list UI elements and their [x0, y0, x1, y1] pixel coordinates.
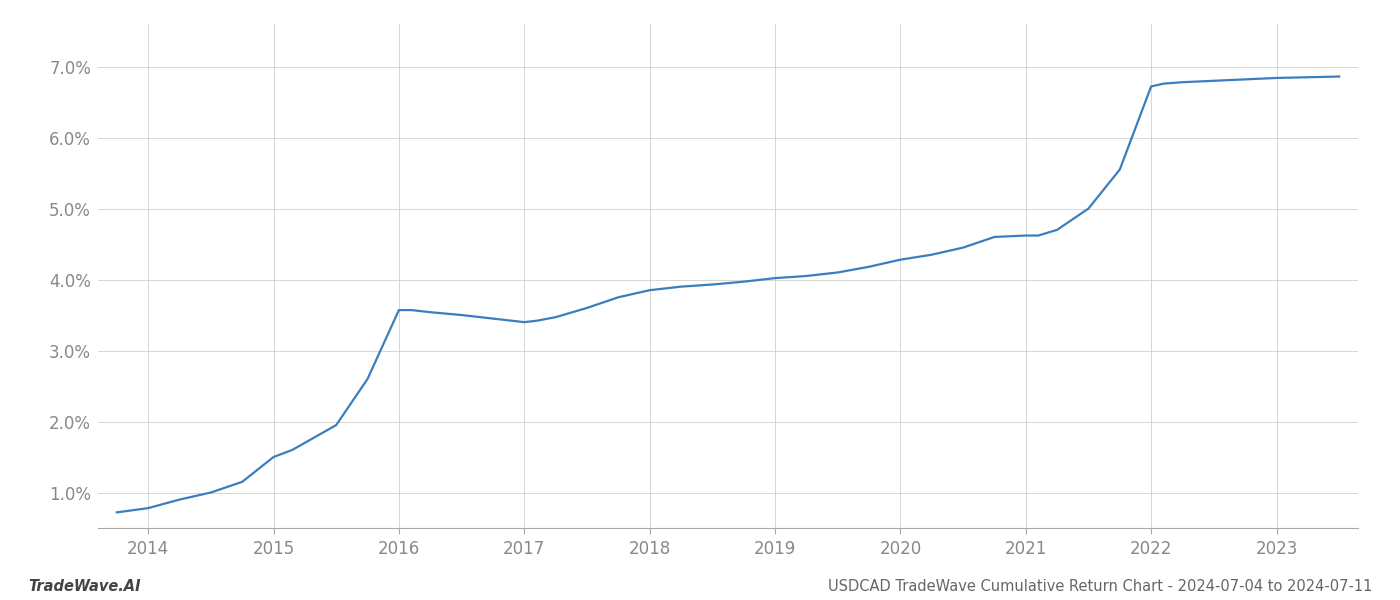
Text: TradeWave.AI: TradeWave.AI — [28, 579, 140, 594]
Text: USDCAD TradeWave Cumulative Return Chart - 2024-07-04 to 2024-07-11: USDCAD TradeWave Cumulative Return Chart… — [827, 579, 1372, 594]
